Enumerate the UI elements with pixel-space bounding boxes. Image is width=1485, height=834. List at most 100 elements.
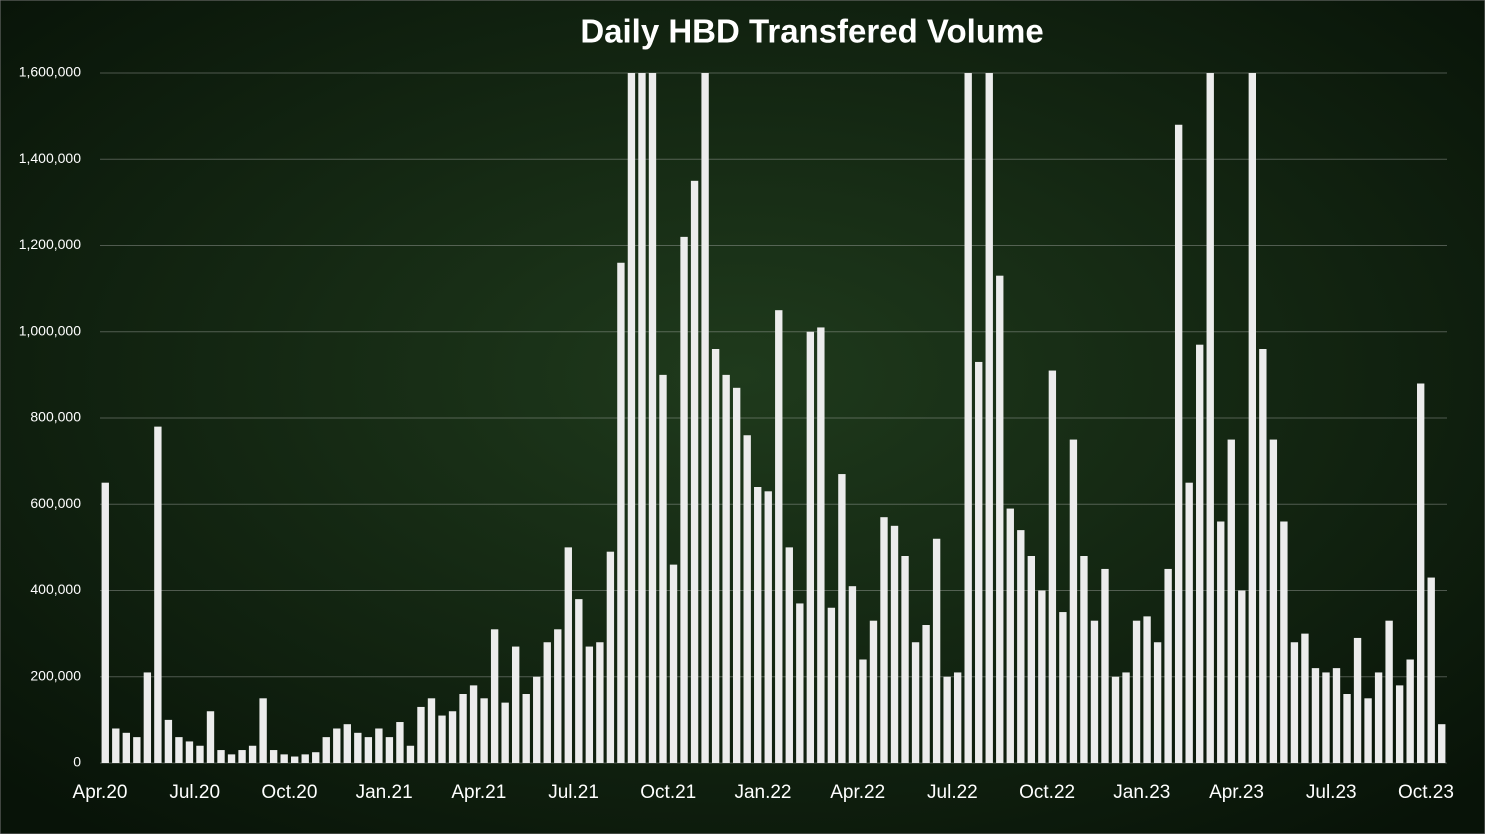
bar [1417,383,1425,763]
bar [385,737,394,763]
bar [890,525,899,763]
bar [427,698,436,763]
bar [901,556,909,763]
bar [690,180,699,763]
x-tick-label: Apr.20 [73,782,128,803]
bar [775,310,783,763]
bar [596,642,604,763]
bar [312,752,320,763]
bar [175,737,183,763]
bar [880,517,888,763]
bar [185,741,194,763]
bar [869,620,878,763]
bar [101,482,109,763]
bar [154,426,162,763]
bar [1069,439,1078,763]
bar [1090,620,1099,763]
x-tick-label: Jan.22 [734,782,791,803]
y-tick-label: 800,000 [30,409,81,425]
x-tick-label: Jan.21 [356,782,413,803]
bar [1406,659,1414,763]
bar [1343,694,1351,763]
bar [259,698,267,763]
x-tick-label: Oct.20 [261,782,317,803]
bar [1217,521,1225,763]
bar [617,262,625,763]
bar [564,547,572,763]
y-tick-label: 1,200,000 [19,236,81,252]
bar [469,685,478,763]
bar [964,73,972,763]
bar [1048,370,1057,763]
bar [1385,620,1393,763]
bar [1017,530,1025,763]
bar [1269,439,1278,763]
bar [911,642,920,763]
bar [554,629,562,763]
bar [996,275,1004,763]
bar [122,732,130,763]
bar [1153,642,1162,763]
bar [164,719,173,763]
bar [932,538,941,763]
bar [196,745,204,763]
bar [943,676,951,763]
bar [1427,577,1435,763]
bar [1374,672,1383,763]
chart-title: Daily HBD Transfered Volume [580,13,1043,50]
bar [743,435,751,763]
bar [501,702,509,763]
bar [606,551,615,763]
bar [1164,568,1172,763]
bar [1290,642,1299,763]
x-tick-label: Jan.23 [1113,782,1170,803]
y-tick-label: 0 [73,754,81,770]
x-tick-label: Jul.22 [927,782,978,803]
bar [1395,685,1404,763]
y-tick-label: 200,000 [30,667,81,683]
bar [1238,590,1246,763]
bar [754,487,762,763]
x-tick-label: Oct.22 [1019,782,1075,803]
bar [785,547,793,763]
bar [448,711,457,763]
bar [291,756,299,763]
bar [238,750,246,763]
bar [922,625,930,763]
y-tick-label: 600,000 [30,495,81,511]
bar [1006,508,1014,763]
bar [511,646,520,763]
bar [627,73,636,763]
bar [827,607,836,763]
bar [280,754,288,763]
bar [1280,521,1288,763]
bar [269,750,278,763]
bar [1174,124,1183,763]
x-tick-label: Apr.23 [1209,782,1264,803]
y-tick-label: 1,400,000 [19,150,81,166]
bar [659,374,667,763]
bar [248,745,257,763]
bar [575,599,583,763]
bar [354,732,362,763]
bar [417,706,425,763]
bar [1206,73,1214,763]
bar [1196,344,1204,763]
x-tick-label: Apr.21 [451,782,506,803]
bar [859,659,867,763]
bar [1311,668,1320,763]
bar [375,728,383,763]
bar [438,715,446,763]
bar [1143,616,1151,763]
bar [533,676,541,763]
bar [206,711,215,763]
bar [322,737,330,763]
bar [711,349,720,763]
bar [343,724,351,763]
bar [1101,568,1109,763]
bar [1259,349,1267,763]
bar [217,750,225,763]
bar [1132,620,1141,763]
